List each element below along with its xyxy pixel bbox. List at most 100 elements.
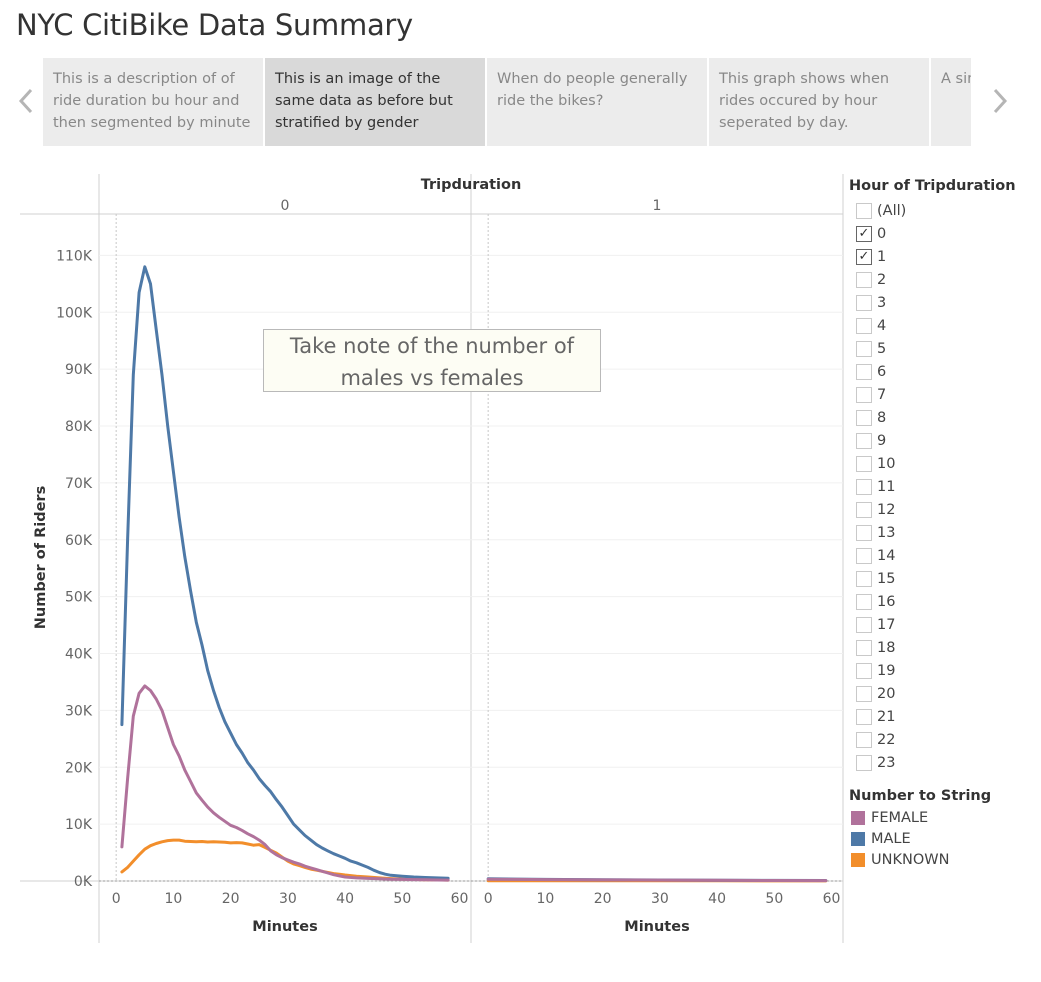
checkbox[interactable] [856, 317, 872, 334]
x-axis-title: Minutes [624, 919, 689, 935]
series-line-unknown-0 [120, 838, 450, 882]
checkbox[interactable] [856, 478, 872, 495]
checkbox[interactable] [856, 340, 872, 357]
story-point-3[interactable]: When do people generally ride the bikes? [487, 58, 707, 146]
x-tick-label: 60 [451, 891, 469, 907]
filter-item-label: 2 [877, 271, 887, 288]
filter-item-label: 16 [877, 593, 896, 610]
filter-item-2[interactable]: 2 [849, 268, 1039, 291]
y-tick-label: 20K [65, 760, 93, 776]
filter-item-8[interactable]: 8 [849, 406, 1039, 429]
y-tick-label: 10K [65, 817, 93, 833]
filter-item-label: 23 [877, 754, 896, 771]
chevron-left-icon[interactable] [16, 86, 36, 116]
filter-item-label: 13 [877, 524, 896, 541]
filter-item-label: 21 [877, 708, 896, 725]
filter-item-18[interactable]: 18 [849, 636, 1039, 659]
filter-item-17[interactable]: 17 [849, 613, 1039, 636]
checkbox[interactable] [856, 731, 872, 748]
filter-item-6[interactable]: 6 [849, 360, 1039, 383]
filter-item-label: (All) [877, 202, 907, 219]
y-tick-label: 30K [65, 703, 93, 719]
filter-item-13[interactable]: 13 [849, 521, 1039, 544]
filter-item-label: 8 [877, 409, 887, 426]
story-point-5[interactable]: A simi when and da [931, 58, 971, 146]
filter-item-7[interactable]: 7 [849, 383, 1039, 406]
legend-swatch [851, 810, 865, 825]
checkbox[interactable] [856, 455, 872, 472]
filter-item-0[interactable]: ✓ 0 [849, 222, 1039, 245]
x-tick-label: 20 [594, 891, 612, 907]
checkbox[interactable] [856, 386, 872, 403]
filter-item-9[interactable]: 9 [849, 429, 1039, 452]
checkbox[interactable] [856, 570, 872, 587]
checkbox[interactable] [856, 685, 872, 702]
checkbox[interactable] [856, 294, 872, 311]
story-point-4[interactable]: This graph shows when rides occured by h… [709, 58, 929, 146]
checkbox[interactable] [856, 409, 872, 426]
filter-item-label: 0 [877, 225, 887, 242]
x-tick-label: 40 [708, 891, 726, 907]
annotation-line-2: males vs females [340, 366, 524, 390]
filter-item-12[interactable]: 12 [849, 498, 1039, 521]
y-tick-label: 110K [56, 248, 93, 264]
y-axis-title: Number of Riders [33, 486, 49, 629]
x-tick-label: 0 [112, 891, 121, 907]
filter-item-15[interactable]: 15 [849, 567, 1039, 590]
filter-item-19[interactable]: 19 [849, 659, 1039, 682]
y-tick-label: 60K [65, 533, 93, 549]
y-tick-label: 100K [56, 305, 93, 321]
legend-panel: Hour of Tripduration (All) ✓ 0 ✓ 1 2 3 4 5 6 7 8 9 10… [849, 178, 1039, 870]
legend-item-female[interactable]: FEMALE [849, 807, 1039, 828]
story-point-2[interactable]: This is an image of the same data as bef… [265, 58, 485, 146]
legend-item-male[interactable]: MALE [849, 828, 1039, 849]
filter-item-label: 12 [877, 501, 896, 518]
filter-item-22[interactable]: 22 [849, 728, 1039, 751]
filter-item-3[interactable]: 3 [849, 291, 1039, 314]
checkbox[interactable] [856, 524, 872, 541]
filter-item-5[interactable]: 5 [849, 337, 1039, 360]
x-tick-label: 60 [823, 891, 841, 907]
checkbox[interactable] [856, 662, 872, 679]
hour-filter-list: (All) ✓ 0 ✓ 1 2 3 4 5 6 7 8 9 10 11 12 13 14 15 16 17 18 19 20 2… [849, 199, 1039, 774]
checkbox[interactable] [856, 363, 872, 380]
checkbox[interactable] [856, 639, 872, 656]
y-tick-label: 90K [65, 362, 93, 378]
x-tick-label: 20 [222, 891, 240, 907]
checkbox[interactable] [856, 754, 872, 771]
series-line-female-1 [486, 877, 828, 883]
filter-item-label: 4 [877, 317, 887, 334]
filter-item-20[interactable]: 20 [849, 682, 1039, 705]
filter-item-10[interactable]: 10 [849, 452, 1039, 475]
chevron-right-icon[interactable] [990, 86, 1010, 116]
checkbox[interactable] [856, 593, 872, 610]
checkbox[interactable] [856, 547, 872, 564]
y-tick-label: 40K [65, 647, 93, 663]
x-tick-label: 30 [279, 891, 297, 907]
checkbox-checked[interactable]: ✓ [856, 248, 872, 265]
checkbox[interactable] [856, 271, 872, 288]
filter-item-1[interactable]: ✓ 1 [849, 245, 1039, 268]
story-point-1[interactable]: This is a description of of ride duratio… [43, 58, 263, 146]
filter-item-4[interactable]: 4 [849, 314, 1039, 337]
checkbox-checked[interactable]: ✓ [856, 225, 872, 242]
legend-swatch [851, 852, 865, 867]
checkbox[interactable] [856, 432, 872, 449]
filter-item-label: 14 [877, 547, 896, 564]
checkbox[interactable] [856, 202, 872, 219]
checkbox[interactable] [856, 501, 872, 518]
legend-item-unknown[interactable]: UNKNOWN [849, 849, 1039, 870]
checkbox[interactable] [856, 616, 872, 633]
filter-item-all[interactable]: (All) [849, 199, 1039, 222]
filter-item-label: 1 [877, 248, 887, 265]
color-legend: FEMALE MALE UNKNOWN [849, 807, 1039, 870]
x-axis-title: Minutes [252, 919, 317, 935]
filter-item-14[interactable]: 14 [849, 544, 1039, 567]
checkbox[interactable] [856, 708, 872, 725]
panel-header-0: 0 [281, 198, 290, 214]
filter-item-16[interactable]: 16 [849, 590, 1039, 613]
filter-item-11[interactable]: 11 [849, 475, 1039, 498]
filter-item-23[interactable]: 23 [849, 751, 1039, 774]
filter-item-21[interactable]: 21 [849, 705, 1039, 728]
x-tick-label: 10 [536, 891, 554, 907]
